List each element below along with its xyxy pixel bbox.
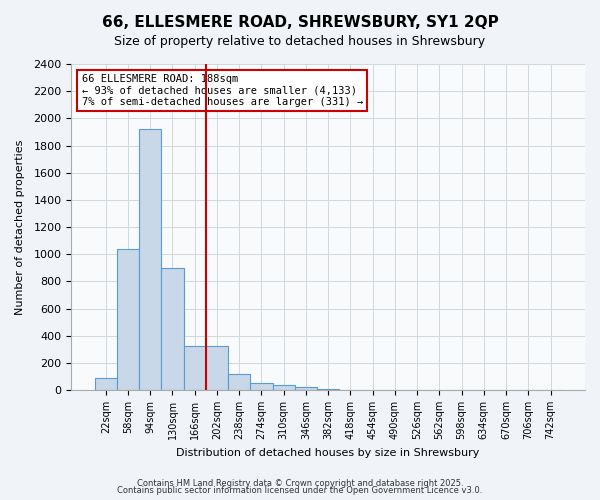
Y-axis label: Number of detached properties: Number of detached properties [15, 140, 25, 314]
X-axis label: Distribution of detached houses by size in Shrewsbury: Distribution of detached houses by size … [176, 448, 480, 458]
Text: Contains public sector information licensed under the Open Government Licence v3: Contains public sector information licen… [118, 486, 482, 495]
Bar [250, 384, 272, 390]
Text: Contains HM Land Registry data © Crown copyright and database right 2025.: Contains HM Land Registry data © Crown c… [137, 478, 463, 488]
Text: 66, ELLESMERE ROAD, SHREWSBURY, SY1 2QP: 66, ELLESMERE ROAD, SHREWSBURY, SY1 2QP [101, 15, 499, 30]
Bar [228, 374, 250, 390]
Bar [117, 249, 139, 390]
Bar [295, 388, 317, 390]
Bar [161, 268, 184, 390]
Bar [272, 386, 295, 390]
Text: 66 ELLESMERE ROAD: 188sqm
← 93% of detached houses are smaller (4,133)
7% of sem: 66 ELLESMERE ROAD: 188sqm ← 93% of detac… [82, 74, 363, 107]
Bar [184, 346, 206, 390]
Bar [206, 346, 228, 390]
Text: Size of property relative to detached houses in Shrewsbury: Size of property relative to detached ho… [115, 35, 485, 48]
Bar [139, 129, 161, 390]
Bar [95, 378, 117, 390]
